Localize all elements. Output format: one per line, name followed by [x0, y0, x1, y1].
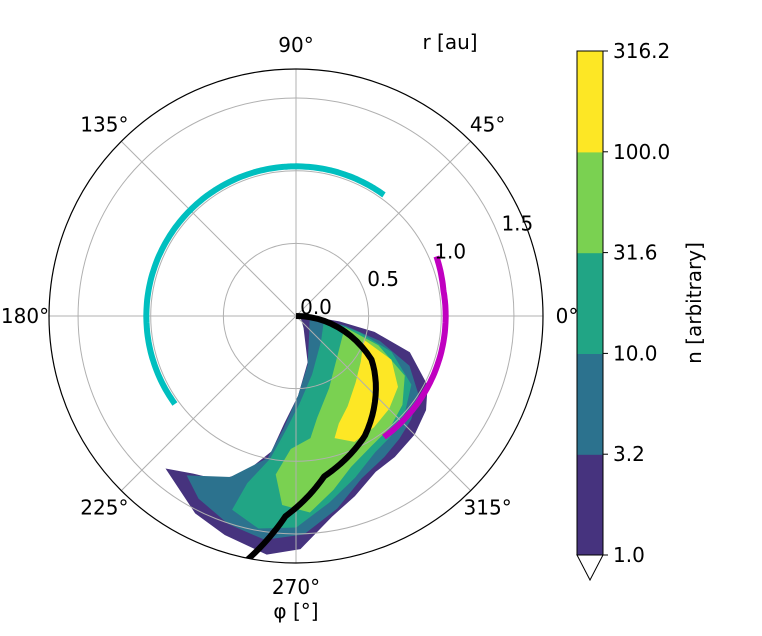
- angular-tick-label-7: 315°: [464, 496, 512, 520]
- colorbar: 1.0 3.2 10.0 31.6 100.0 316.2 n [arbitrary]: [576, 39, 706, 582]
- angular-gridline-5: [120, 315, 297, 492]
- colorbar-extend-min-triangle: [576, 554, 604, 582]
- angular-tick-label-5: 225°: [80, 496, 128, 520]
- radial-tick-label-2: 1.0: [434, 239, 466, 263]
- colorbar-segment-2: [577, 353, 603, 455]
- black-line: [241, 313, 379, 563]
- trajectory-lines: [143, 163, 449, 563]
- colorbar-tick-label-2: 10.0: [613, 341, 658, 365]
- angular-tick-label-2: 90°: [278, 33, 313, 57]
- colorbar-segment-4: [577, 151, 603, 254]
- colorbar-tick-label-1: 3.2: [613, 442, 645, 466]
- polar-outer-circle: [48, 68, 544, 564]
- angular-gridline-1: [295, 140, 472, 317]
- colorbar-tick-label-5: 316.2: [613, 39, 670, 63]
- density-contour-level-5: [334, 339, 398, 442]
- colorbar-label: n [arbitrary]: [682, 242, 706, 364]
- polar-frame: [48, 68, 544, 564]
- cyan-line: [143, 163, 386, 406]
- colorbar-segment-1: [577, 454, 603, 556]
- angular-axis-label: φ [°]: [273, 599, 318, 623]
- polar-grid: [49, 69, 543, 563]
- radial-tick-label-1: 0.5: [367, 267, 399, 291]
- colorbar-frame: [576, 50, 604, 556]
- angular-tick-label-0: 0°: [556, 304, 579, 328]
- magenta-line: [382, 255, 449, 440]
- axis-labels: 0° 45° 90° 135° 180° 225° 270° 315° 0.0 0.5 1.0 1.5…: [1, 30, 578, 623]
- angular-gridline-3: [120, 140, 297, 317]
- colorbar-segment-5: [577, 51, 603, 153]
- colorbar-tick-label-3: 31.6: [613, 241, 658, 265]
- colorbar-segment-3: [577, 252, 603, 354]
- angular-tick-label-4: 180°: [1, 304, 49, 328]
- colorbar-tick-label-0: 1.0: [613, 543, 645, 567]
- angular-tick-label-6: 270°: [272, 575, 320, 599]
- radial-tick-label-0: 0.0: [300, 295, 332, 319]
- angular-tick-label-3: 135°: [80, 112, 128, 136]
- colorbar-tick-label-4: 100.0: [613, 140, 670, 164]
- angular-gridline-7: [295, 315, 472, 492]
- density-contours: [165, 315, 428, 555]
- radial-tick-label-3: 1.5: [501, 212, 533, 236]
- angular-tick-label-1: 45°: [470, 112, 505, 136]
- radial-axis-label: r [au]: [422, 30, 477, 54]
